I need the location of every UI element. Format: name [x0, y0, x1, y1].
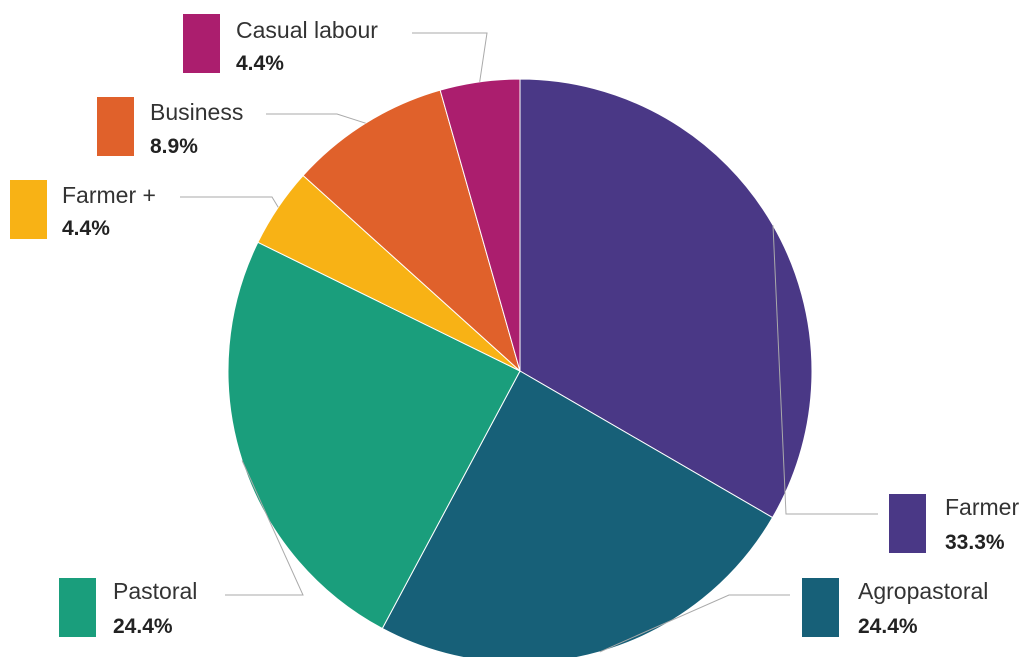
leader-line-agropastoral: [599, 594, 790, 653]
slice-label-farmer: Farmer: [945, 494, 1019, 520]
leader-line-farmer: [772, 225, 878, 515]
slice-label-farmer: Farmer +: [62, 182, 156, 208]
legend-swatch-pastoral: [59, 578, 96, 637]
slice-label-agropastoral: Agropastoral: [858, 578, 988, 604]
pie-slices: [227, 78, 813, 657]
leader-line-casual-labour: [412, 32, 488, 82]
pie-slice-agropastoral: [381, 370, 774, 657]
leader-line-farmer: [180, 196, 279, 208]
slice-value-agropastoral: 24.4%: [858, 615, 918, 638]
leader-lines: [180, 32, 878, 653]
slice-label-pastoral: Pastoral: [113, 578, 197, 604]
slice-labels: Farmer 33.3% Agropastoral 24.4% Pastoral 24.4…: [10, 14, 1019, 638]
slice-value-farmer: 4.4%: [62, 217, 110, 240]
slice-label-business: Business: [150, 99, 243, 125]
legend-swatch-business: [97, 97, 134, 156]
slice-value-farmer: 33.3%: [945, 531, 1005, 554]
slice-value-business: 8.9%: [150, 135, 198, 158]
slice-label-casual-labour: Casual labour: [236, 17, 378, 43]
leader-line-business: [266, 113, 366, 124]
slice-value-pastoral: 24.4%: [113, 615, 173, 638]
leader-line-pastoral: [225, 460, 304, 596]
slice-value-casual-labour: 4.4%: [236, 52, 284, 75]
legend-swatch-farmer: [10, 180, 47, 239]
legend-swatch-casual-labour: [183, 14, 220, 73]
legend-swatch-agropastoral: [802, 578, 839, 637]
legend-swatch-farmer: [889, 494, 926, 553]
